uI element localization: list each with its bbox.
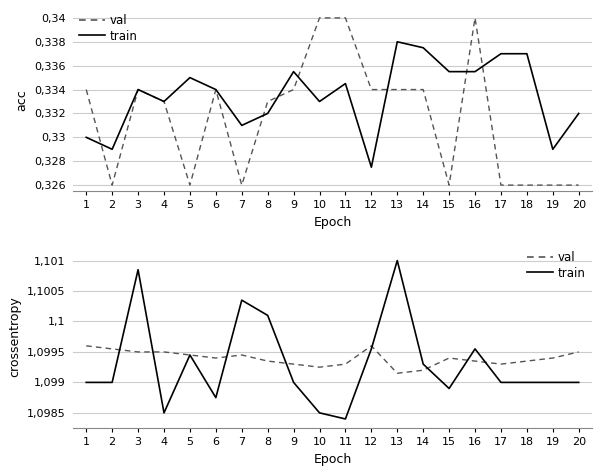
val: [394, 87, 401, 92]
train: [342, 416, 349, 422]
X-axis label: Epoch: Epoch: [313, 453, 352, 465]
train: [316, 99, 323, 104]
train: [83, 380, 90, 385]
train: [446, 69, 453, 74]
train: [83, 135, 90, 140]
train: [264, 312, 271, 318]
val: [549, 182, 556, 188]
val: [472, 15, 479, 21]
val: [419, 367, 427, 373]
train: [368, 346, 375, 352]
train: [160, 99, 167, 104]
train: [290, 69, 297, 74]
train: [264, 110, 271, 116]
train: [419, 45, 427, 51]
val: [368, 87, 375, 92]
train: [472, 69, 479, 74]
Y-axis label: acc: acc: [16, 89, 28, 110]
train: [316, 410, 323, 416]
val: [549, 355, 556, 361]
val: [264, 358, 271, 364]
val: [83, 343, 90, 349]
val: [446, 182, 453, 188]
train: [212, 87, 220, 92]
Line: val: val: [86, 346, 579, 373]
train: [187, 352, 194, 358]
train: [523, 380, 530, 385]
train: [134, 267, 142, 273]
val: [238, 352, 245, 358]
train: [446, 386, 453, 392]
val: [238, 182, 245, 188]
train: [134, 87, 142, 92]
val: [446, 355, 453, 361]
val: [134, 87, 142, 92]
train: [238, 123, 245, 128]
val: [212, 87, 220, 92]
val: [316, 365, 323, 370]
Line: val: val: [86, 18, 579, 185]
train: [160, 410, 167, 416]
Legend: val, train: val, train: [79, 14, 138, 43]
val: [160, 349, 167, 355]
train: [472, 346, 479, 352]
Y-axis label: crossentropy: crossentropy: [8, 296, 22, 377]
train: [394, 258, 401, 264]
train: [342, 81, 349, 86]
X-axis label: Epoch: Epoch: [313, 216, 352, 228]
val: [368, 343, 375, 349]
Legend: val, train: val, train: [527, 251, 586, 280]
val: [497, 182, 505, 188]
val: [134, 349, 142, 355]
val: [575, 349, 583, 355]
val: [212, 355, 220, 361]
val: [419, 87, 427, 92]
Line: train: train: [86, 261, 579, 419]
val: [342, 15, 349, 21]
train: [109, 146, 116, 152]
val: [290, 361, 297, 367]
train: [497, 51, 505, 56]
val: [109, 182, 116, 188]
Line: train: train: [86, 42, 579, 167]
train: [109, 380, 116, 385]
train: [575, 110, 583, 116]
val: [394, 370, 401, 376]
train: [523, 51, 530, 56]
val: [109, 346, 116, 352]
train: [238, 297, 245, 303]
train: [394, 39, 401, 45]
val: [523, 358, 530, 364]
train: [368, 164, 375, 170]
val: [497, 361, 505, 367]
val: [187, 182, 194, 188]
val: [575, 182, 583, 188]
val: [316, 15, 323, 21]
train: [290, 380, 297, 385]
val: [523, 182, 530, 188]
val: [342, 361, 349, 367]
val: [83, 87, 90, 92]
train: [549, 380, 556, 385]
val: [290, 87, 297, 92]
val: [160, 99, 167, 104]
train: [497, 380, 505, 385]
val: [187, 352, 194, 358]
val: [264, 99, 271, 104]
val: [472, 358, 479, 364]
train: [419, 361, 427, 367]
train: [187, 75, 194, 81]
train: [549, 146, 556, 152]
train: [212, 395, 220, 401]
train: [575, 380, 583, 385]
